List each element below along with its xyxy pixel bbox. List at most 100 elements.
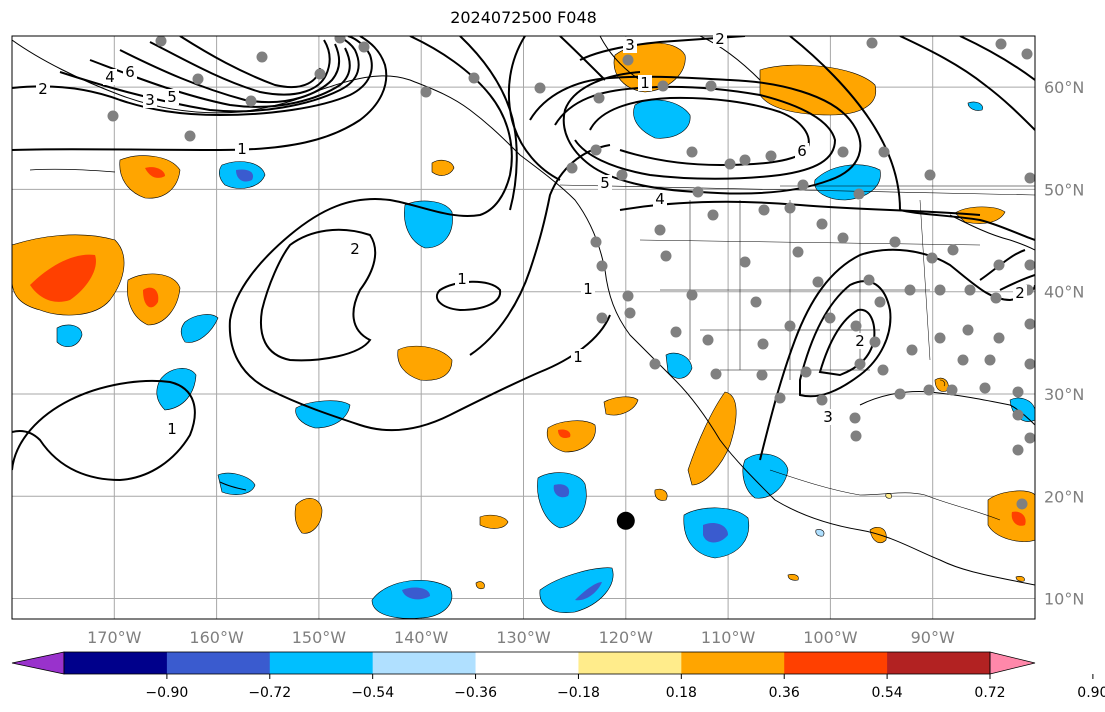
contour-lines xyxy=(12,36,1035,482)
station-dot xyxy=(784,202,796,214)
contour-label-bg xyxy=(36,81,50,97)
station-dot xyxy=(993,332,1005,344)
station-dot xyxy=(622,54,634,66)
station-dot xyxy=(1012,386,1024,398)
station-dot xyxy=(756,369,768,381)
station-dot xyxy=(926,252,938,264)
station-dot xyxy=(245,95,257,107)
lat-label: 40°N xyxy=(1044,283,1084,302)
contour-label-bg xyxy=(853,333,867,349)
station-dot xyxy=(924,169,936,181)
station-dot xyxy=(702,334,714,346)
station-dot xyxy=(1012,444,1024,456)
contour-label: 1 xyxy=(640,74,650,92)
station-dot xyxy=(946,384,958,396)
colorbar-tick-label: −0.90 xyxy=(145,685,188,701)
station-dot xyxy=(894,388,906,400)
station-dot xyxy=(824,312,836,324)
station-dot xyxy=(1024,432,1035,444)
station-dot xyxy=(877,364,889,376)
station-dot xyxy=(874,296,886,308)
station-dot xyxy=(797,179,809,191)
station-dot xyxy=(964,284,976,296)
contour-label: 1 xyxy=(237,140,247,158)
station-dot xyxy=(837,232,849,244)
contour-label: 6 xyxy=(797,142,807,160)
colorbar-tick-label: 0.72 xyxy=(974,685,1005,701)
station-dot xyxy=(923,384,935,396)
contour-label-bg xyxy=(455,271,469,287)
station-dot xyxy=(800,366,812,378)
station-dot xyxy=(657,80,669,92)
station-dot xyxy=(849,412,861,424)
contour-label-bg xyxy=(653,191,667,207)
contour-label-bg xyxy=(1013,285,1027,301)
latitude-labels: 10°N 20°N 30°N 40°N 50°N 60°N xyxy=(1044,78,1084,608)
station-dot xyxy=(1024,358,1035,370)
station-dot xyxy=(995,38,1007,50)
station-dot xyxy=(622,290,634,302)
station-dot xyxy=(878,146,890,158)
contour-label: 5 xyxy=(167,88,177,106)
contour-label-bg xyxy=(821,409,835,425)
station-dot xyxy=(707,209,719,221)
lat-label: 30°N xyxy=(1044,385,1084,404)
colorbar-tick-label: −0.36 xyxy=(454,685,497,701)
colorbar-segment xyxy=(578,652,682,674)
colorbar-segment xyxy=(784,652,888,674)
map-frame xyxy=(11,35,1036,620)
station-dot xyxy=(649,358,661,370)
contour-label: 1 xyxy=(583,280,593,298)
contour-label-bg xyxy=(571,349,585,365)
lon-label: 170°W xyxy=(87,628,142,647)
station-dot xyxy=(670,326,682,338)
colorbar-segment xyxy=(64,652,168,674)
colorbar-tick-label: −0.54 xyxy=(351,685,394,701)
station-dot xyxy=(984,354,996,366)
contour-label: 3 xyxy=(145,91,155,109)
gridlines xyxy=(12,36,1035,619)
station-dot xyxy=(784,320,796,332)
contour-label: 1 xyxy=(167,420,177,438)
station-dot xyxy=(534,82,546,94)
station-dot xyxy=(863,274,875,286)
station-dot xyxy=(468,72,480,84)
station-dot xyxy=(854,358,866,370)
station-dot xyxy=(314,68,326,80)
contour-label: 2 xyxy=(715,30,725,48)
lon-label: 110°W xyxy=(701,628,756,647)
station-dot xyxy=(866,37,878,49)
contour-label: 4 xyxy=(105,68,115,86)
contour-label-bg xyxy=(123,64,137,80)
contour-label-bg xyxy=(165,421,179,437)
station-dot xyxy=(1024,259,1035,271)
colorbar-segment xyxy=(372,652,477,674)
lon-label: 90°W xyxy=(911,628,955,647)
contour-label-bg xyxy=(581,281,595,297)
contour-label: 6 xyxy=(125,63,135,81)
station-dot xyxy=(757,338,769,350)
contour-label: 4 xyxy=(655,190,665,208)
station-dot xyxy=(1021,48,1033,60)
station-dot xyxy=(590,144,602,156)
colorbar-segment xyxy=(887,652,991,674)
colorbar-tick-label: −0.18 xyxy=(557,685,600,701)
colorbar-extend-high xyxy=(989,651,1036,675)
contour-label-bg xyxy=(598,175,612,191)
station-dot xyxy=(934,284,946,296)
lon-label: 160°W xyxy=(189,628,244,647)
station-dot xyxy=(184,130,196,142)
station-dot xyxy=(962,324,974,336)
station-dot xyxy=(593,92,605,104)
station-dot xyxy=(906,344,918,356)
station-dot xyxy=(979,382,991,394)
station-dots xyxy=(107,36,1035,510)
contour-label-bg xyxy=(623,37,637,53)
station-dot xyxy=(686,289,698,301)
contour-label: 1 xyxy=(573,348,583,366)
colorbar-frame xyxy=(63,651,991,675)
station-dot xyxy=(107,110,119,122)
station-dot xyxy=(596,312,608,324)
storm-center-marker xyxy=(616,511,635,530)
colorbar-tick-label: −0.72 xyxy=(248,685,291,701)
